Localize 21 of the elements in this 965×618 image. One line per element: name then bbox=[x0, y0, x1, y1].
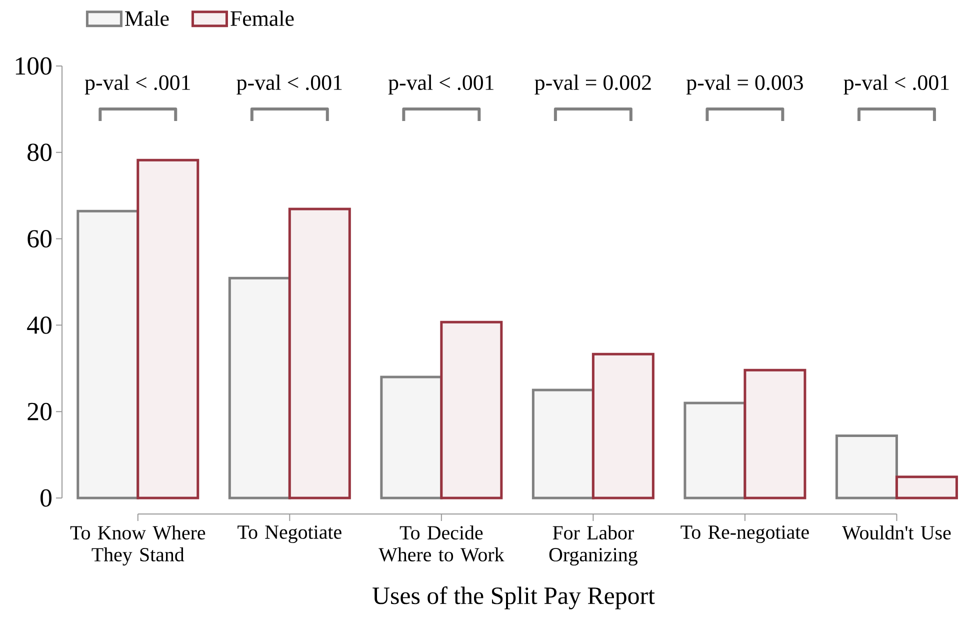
y-tick-label: 40 bbox=[27, 316, 52, 334]
y-tick-label: 0 bbox=[40, 489, 52, 507]
legend-label: Male bbox=[125, 10, 169, 26]
x-tick-label: Wouldn't Use bbox=[842, 526, 951, 540]
x-tick-label: To Decide Where to Work bbox=[378, 526, 504, 562]
y-tick-label: 80 bbox=[28, 144, 52, 162]
annotation: p-val < .001 bbox=[236, 74, 342, 94]
x-tick-label: For Labor Organizing bbox=[549, 526, 638, 566]
annotation: p-val < .001 bbox=[388, 74, 494, 94]
x-axis-title: Uses of the Split Pay Report bbox=[372, 586, 655, 610]
annotation: p-val < .001 bbox=[844, 74, 949, 94]
legend-label: Female bbox=[230, 10, 294, 26]
annotation: p-val = 0.003 bbox=[686, 74, 803, 94]
x-tick-label: To Re-negotiate bbox=[680, 526, 809, 543]
y-tick-label: 20 bbox=[28, 402, 52, 420]
x-tick-label: To Negotiate bbox=[238, 526, 342, 543]
y-tick-label: 60 bbox=[28, 230, 52, 248]
annotation: p-val < .001 bbox=[84, 74, 190, 94]
annotation: p-val = 0.002 bbox=[534, 74, 651, 94]
x-tick-label: To Know Where They Stand bbox=[70, 526, 206, 566]
y-tick-label: 100 bbox=[16, 57, 52, 75]
